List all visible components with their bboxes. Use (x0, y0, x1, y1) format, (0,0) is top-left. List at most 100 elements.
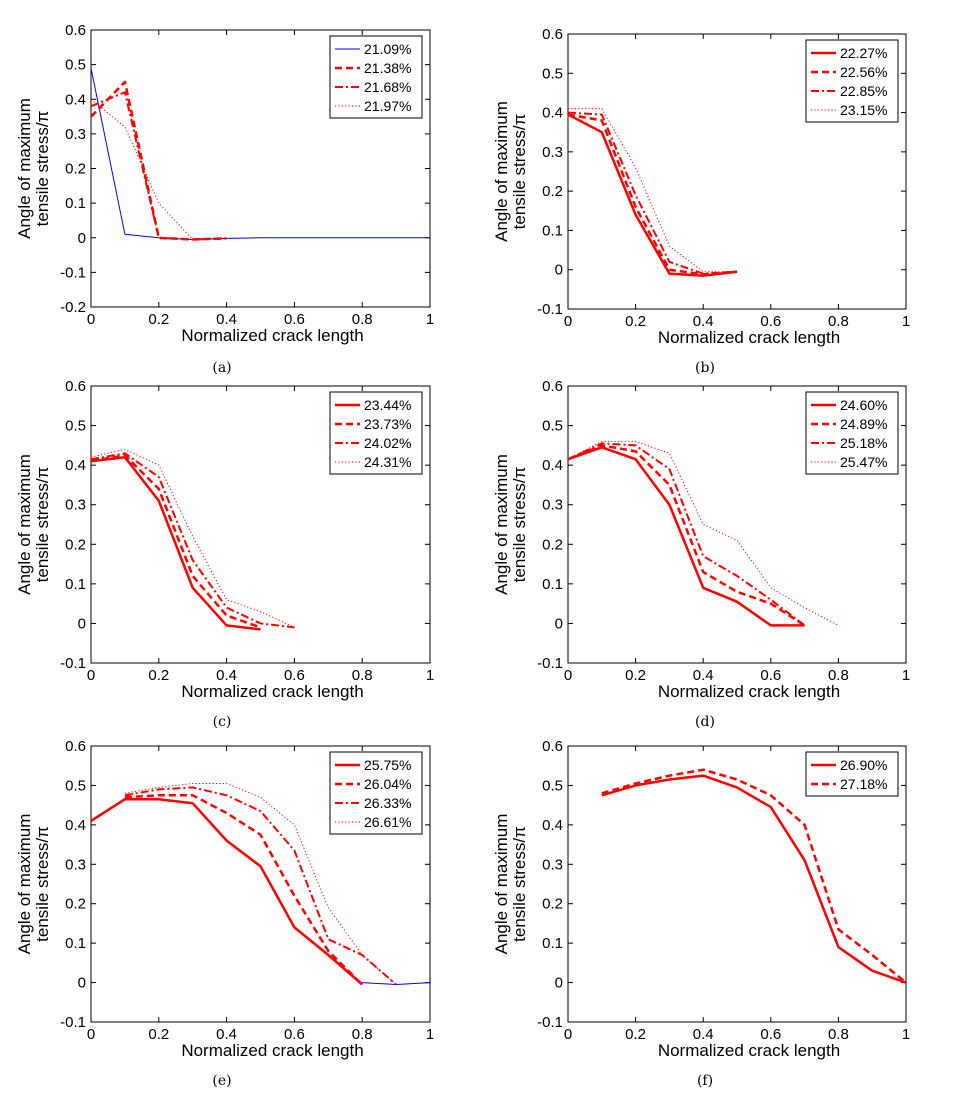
x-tick-label: 0 (87, 667, 95, 684)
panel-caption: (a) (212, 360, 231, 376)
x-axis-label: Normalized crack length (181, 682, 363, 701)
legend: 24.60% 24.89% 25.18% 25.47% (805, 391, 899, 475)
y-tick-label: 0.4 (65, 91, 86, 108)
x-tick-label: 0.2 (148, 1026, 169, 1043)
y-tick-label: 0 (555, 615, 563, 632)
y-axis-label: tensile stress/π (510, 826, 529, 942)
x-tick-label: 0.2 (625, 667, 646, 684)
y-tick-label: 0.1 (542, 935, 563, 952)
y-axis-label: tensile stress/π (33, 467, 52, 583)
chart-panel-1: 0 0.2 0.4 0.6 0.8 1-0.100.10.20.30.40.50.622.… (492, 26, 910, 376)
y-tick-label: 0.2 (542, 896, 563, 913)
chart-panel-3: 0 0.2 0.4 0.6 0.8 1-0.100.10.20.30.40.50.624.… (492, 378, 910, 730)
series-group (91, 448, 295, 631)
legend-label: 26.04% (364, 776, 411, 792)
y-tick-label: 0.4 (65, 457, 86, 474)
legend-label: 22.85% (840, 83, 887, 99)
x-tick-label: 0.2 (148, 667, 169, 684)
x-tick-label: 1 (902, 1026, 910, 1043)
x-tick-label: 0.8 (352, 1026, 373, 1043)
y-tick-label: 0.6 (542, 26, 563, 43)
legend-label: 22.27% (840, 45, 887, 61)
panel-caption: (c) (213, 714, 232, 730)
series-line-22-27pct (568, 113, 738, 277)
x-tick-label: 1 (902, 313, 910, 330)
x-axis-label: Normalized crack length (658, 328, 840, 347)
legend: 22.27% 22.56% 22.85% 23.15% (805, 39, 899, 123)
x-tick-label: 0.8 (828, 1026, 849, 1043)
series-line-26-90pct (601, 774, 906, 984)
x-tick-label: 1 (426, 667, 434, 684)
series-group (91, 68, 430, 241)
legend-label: 21.38% (364, 60, 411, 76)
x-axis-label: Normalized crack length (658, 682, 840, 701)
y-tick-label: 0.5 (65, 57, 86, 74)
y-tick-label: -0.2 (60, 299, 86, 316)
y-tick-label: 0.3 (542, 144, 563, 161)
series-line-27-18pct (601, 768, 906, 984)
y-tick-label: 0.4 (542, 105, 563, 122)
x-tick-label: 0 (87, 311, 95, 328)
x-tick-label: 0.4 (216, 311, 237, 328)
legend-label: 25.47% (840, 454, 887, 470)
series-line-21-68pct (91, 91, 227, 241)
y-tick-label: 0.1 (65, 935, 86, 952)
panel-caption: (e) (212, 1073, 231, 1089)
x-tick-label: 0.6 (284, 311, 305, 328)
series-line-25-75pct (91, 797, 364, 986)
x-tick-label: 0.8 (352, 667, 373, 684)
y-tick-label: -0.1 (60, 1014, 86, 1031)
series-line-24-89pct (568, 444, 806, 627)
y-axis-label: Angle of maximum (15, 98, 34, 239)
y-tick-label: 0.2 (542, 183, 563, 200)
x-tick-label: 0.6 (284, 1026, 305, 1043)
x-tick-label: 0.2 (148, 311, 169, 328)
y-tick-label: -0.1 (60, 264, 86, 281)
legend-label: 26.61% (364, 814, 411, 830)
x-tick-label: 1 (902, 667, 910, 684)
series-line-21-09pct (91, 68, 430, 240)
series-line-23-15pct (568, 108, 737, 273)
x-tick-label: 1 (426, 311, 434, 328)
y-tick-label: 0.4 (65, 817, 86, 834)
legend-label: 22.56% (840, 64, 887, 80)
series-group (568, 108, 738, 277)
y-tick-label: 0.5 (65, 418, 86, 435)
y-tick-label: 0.6 (65, 738, 86, 755)
legend: 26.90% 27.18% (805, 751, 899, 797)
series-line-tail (362, 982, 430, 985)
legend: 21.09% 21.38% 21.68% 21.97% (329, 35, 423, 119)
y-tick-label: 0 (555, 975, 563, 992)
plot-frame (567, 385, 907, 664)
series-line-26-33pct (124, 786, 397, 986)
legend-label: 21.09% (364, 41, 411, 57)
x-tick-label: 0.4 (216, 667, 237, 684)
legend-label: 25.18% (840, 435, 887, 451)
legend-label: 26.90% (840, 757, 887, 773)
x-tick-label: 0 (564, 1026, 572, 1043)
y-tick-label: 0.1 (65, 576, 86, 593)
legend-label: 24.02% (364, 435, 411, 451)
x-tick-label: 0.8 (828, 667, 849, 684)
legend-label: 23.44% (364, 397, 411, 413)
y-axis-label: tensile stress/π (33, 826, 52, 942)
y-tick-label: 0.4 (542, 817, 563, 834)
series-line-22-56pct (568, 113, 738, 276)
y-tick-label: 0.1 (542, 576, 563, 593)
y-tick-label: 0.6 (65, 378, 86, 395)
x-tick-label: 0.8 (828, 313, 849, 330)
y-tick-label: 0.5 (65, 777, 86, 794)
y-axis-label: Angle of maximum (492, 101, 511, 242)
legend-label: 26.33% (364, 795, 411, 811)
x-tick-label: 0.2 (625, 313, 646, 330)
x-axis-label: Normalized crack length (181, 1041, 363, 1060)
y-tick-label: 0.2 (65, 536, 86, 553)
series-line-24-02pct (91, 452, 295, 629)
legend: 25.75% 26.04% 26.33% 26.61% (329, 751, 423, 835)
y-tick-label: 0.3 (542, 497, 563, 514)
y-tick-label: 0.4 (542, 457, 563, 474)
x-tick-label: 0.4 (693, 667, 714, 684)
x-tick-label: 0 (564, 667, 572, 684)
legend-label: 24.31% (364, 454, 411, 470)
